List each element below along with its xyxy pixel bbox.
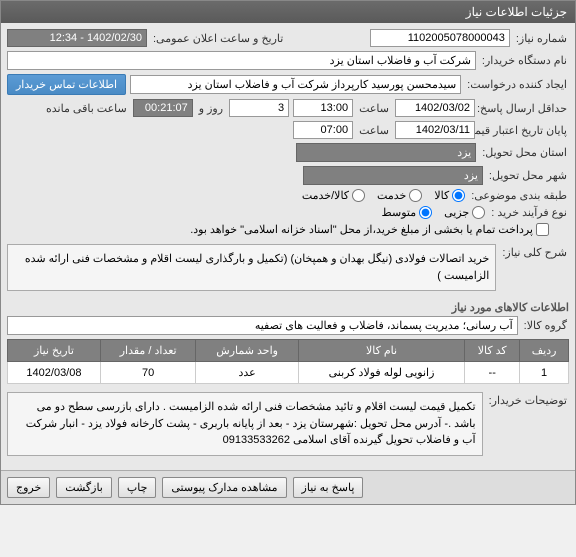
days-label: روز و (197, 102, 225, 115)
back-button[interactable]: بازگشت (56, 477, 112, 498)
org-field: شرکت آب و فاضلاب استان یزد (7, 51, 476, 70)
buyer-note-box: تکمیل قیمت لیست اقلام و تائید مشخصات فنی… (7, 392, 483, 456)
cell-qty: 70 (100, 362, 195, 384)
process-label: نوع فرآیند خرید : (489, 206, 569, 219)
radio-service-input[interactable] (409, 189, 422, 202)
cell-name: زانویی لوله فولاد کربنی (298, 362, 464, 384)
group-field: آب رسانی؛ مدیریت پسماند، فاضلاب و فعالیت… (7, 316, 518, 335)
valid-date: 1402/03/11 (395, 121, 475, 139)
creator-field: سیدمحسن پورسید کارپرداز شرکت آب و فاضلاب… (130, 75, 461, 94)
radio-both[interactable]: کالا/خدمت (302, 189, 365, 202)
goods-section-title: اطلاعات کالاهای مورد نیاز (7, 301, 569, 314)
need-no-label: شماره نیاز: (514, 32, 569, 45)
payment-checkbox[interactable] (536, 223, 549, 236)
valid-time: 07:00 (293, 121, 353, 139)
payment-check[interactable]: پرداخت تمام یا بخشی از مبلغ خرید،از محل … (190, 223, 549, 236)
loc-label: استان محل تحویل: (480, 146, 569, 159)
radio-kala[interactable]: کالا (434, 189, 465, 202)
bottom-toolbar: پاسخ به نیاز مشاهده مدارک پیوستی چاپ باز… (1, 470, 575, 504)
desc-label: شرح کلی نیاز: (500, 240, 569, 259)
exit-button[interactable]: خروج (7, 477, 50, 498)
buyer-note-label: توضیحات خریدار: (487, 388, 569, 407)
window-titlebar: جزئیات اطلاعات نیاز (1, 1, 575, 23)
radio-mid-input[interactable] (419, 206, 432, 219)
th-row: ردیف (520, 340, 569, 362)
valid-label: پایان تاریخ اعتبار قیمت: تا تاریخ: (479, 124, 569, 137)
th-qty: تعداد / مقدار (100, 340, 195, 362)
deadline-label: حداقل ارسال پاسخ: تا تاریخ: (479, 102, 569, 115)
cell-code: -- (465, 362, 520, 384)
announce-field: 1402/02/30 - 12:34 (7, 29, 147, 47)
contact-button[interactable]: اطلاعات تماس خریدار (7, 74, 126, 95)
th-code: کد کالا (465, 340, 520, 362)
th-name: نام کالا (298, 340, 464, 362)
radio-kala-input[interactable] (452, 189, 465, 202)
radio-service[interactable]: خدمت (377, 189, 422, 202)
city-label: شهر محل تحویل: (487, 169, 569, 182)
radio-mid[interactable]: متوسط (382, 206, 433, 219)
creator-label: ایجاد کننده درخواست: (465, 78, 569, 91)
th-unit: واحد شمارش (196, 340, 298, 362)
cell-unit: عدد (196, 362, 298, 384)
window-title: جزئیات اطلاعات نیاز (466, 5, 567, 19)
attach-button[interactable]: مشاهده مدارک پیوستی (162, 477, 286, 498)
counter-field: 00:21:07 (133, 99, 193, 117)
cell-date: 1402/03/08 (8, 362, 101, 384)
process-radios: جزیی متوسط (382, 206, 486, 219)
th-date: تاریخ نیاز (8, 340, 101, 362)
deadline-date: 1402/03/02 (395, 99, 475, 117)
content-area: شماره نیاز: 1102005078000043 تاریخ و ساع… (1, 23, 575, 470)
radio-low[interactable]: جزیی (444, 206, 485, 219)
table-row[interactable]: 1 -- زانویی لوله فولاد کربنی عدد 70 1402… (8, 362, 569, 384)
desc-box: خرید اتصالات فولادی (نیگل بهدان و همپخان… (7, 244, 496, 291)
main-window: جزئیات اطلاعات نیاز شماره نیاز: 11020050… (0, 0, 576, 505)
remain-label: ساعت باقی مانده (44, 102, 129, 115)
table-header-row: ردیف کد کالا نام کالا واحد شمارش تعداد /… (8, 340, 569, 362)
time-label-1: ساعت (357, 102, 391, 115)
deadline-time: 13:00 (293, 99, 353, 117)
respond-button[interactable]: پاسخ به نیاز (293, 477, 364, 498)
radio-low-input[interactable] (472, 206, 485, 219)
time-label-2: ساعت (357, 124, 391, 137)
days-field: 3 (229, 99, 289, 117)
announce-label: تاریخ و ساعت اعلان عمومی: (151, 32, 285, 45)
print-button[interactable]: چاپ (118, 477, 157, 498)
org-label: نام دستگاه خریدار: (480, 54, 569, 67)
category-radios: کالا خدمت کالا/خدمت (302, 189, 465, 202)
radio-both-input[interactable] (352, 189, 365, 202)
items-table: ردیف کد کالا نام کالا واحد شمارش تعداد /… (7, 339, 569, 384)
group-label: گروه کالا: (522, 319, 569, 332)
loc-field: یزد (296, 143, 476, 162)
city-field: یزد (303, 166, 483, 185)
need-no-field: 1102005078000043 (370, 29, 510, 47)
cell-row: 1 (520, 362, 569, 384)
cat-label: طبقه بندی موضوعی: (469, 189, 569, 202)
